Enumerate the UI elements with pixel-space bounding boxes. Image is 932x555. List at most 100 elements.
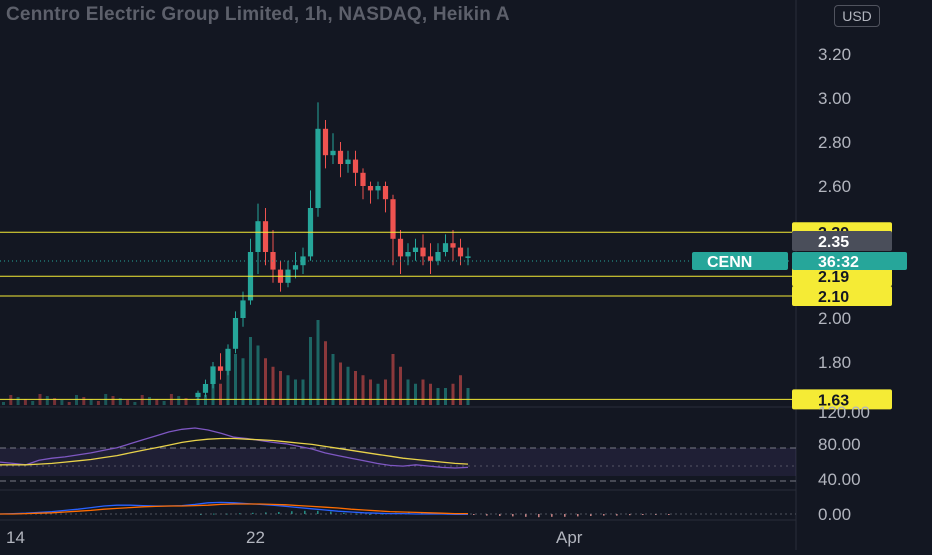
macd-histogram-bar (538, 514, 540, 518)
candle-body (382, 186, 389, 200)
macd-histogram-bar (577, 514, 579, 517)
volume-bar (196, 398, 200, 405)
candle-body (435, 252, 441, 261)
current-price-label-bg (792, 231, 892, 251)
volume-bar (75, 395, 78, 405)
volume-bar (376, 383, 380, 405)
volume-bar (126, 400, 130, 405)
macd-histogram-bar (564, 514, 566, 517)
volume-bar (271, 366, 275, 405)
volume-bar (234, 354, 237, 405)
candle-body (202, 384, 209, 393)
volume-bar (399, 366, 402, 405)
candle-body (322, 128, 329, 156)
candle-body (412, 247, 419, 252)
candle-body (240, 300, 246, 318)
price-tick-label: 1.80 (818, 353, 851, 372)
rsi-tick-label: 40.00 (818, 470, 861, 489)
countdown-label: 36:32 (818, 254, 859, 271)
volume-layer (2, 320, 470, 405)
candle-body (375, 186, 381, 191)
volume-bar (249, 337, 252, 405)
candle-body (262, 221, 269, 252)
macd-histogram-bar (265, 512, 267, 514)
time-axis[interactable]: 14 22 Apr (6, 528, 583, 547)
candle-body (427, 256, 434, 261)
volume-bar (60, 400, 64, 405)
macd-histogram-bar (213, 513, 215, 515)
volume-bar (444, 388, 447, 405)
price-level-label-bg (792, 286, 892, 306)
volume-bar (184, 398, 188, 405)
rsi-tick-label: 80.00 (818, 435, 861, 454)
price-level-label-bg (792, 266, 892, 287)
volume-bar (111, 396, 115, 405)
volume-bar (369, 379, 372, 405)
candle-body (232, 318, 239, 349)
volume-bar (53, 398, 57, 405)
volume-bar (286, 375, 290, 405)
volume-bar (155, 399, 159, 405)
macd-pane (0, 501, 796, 518)
rsi-ma-line (0, 437, 469, 466)
volume-bar (148, 397, 151, 405)
price-tick-label: 2.00 (818, 309, 851, 328)
price-tick-label: 2.60 (818, 177, 851, 196)
rsi-band (0, 448, 796, 476)
candle-body (315, 128, 321, 208)
volume-bar (451, 383, 455, 405)
time-tick-label: 14 (6, 528, 25, 547)
symbol-label-bg (692, 252, 788, 270)
macd-signal-line (0, 503, 468, 515)
volume-bar (177, 396, 181, 405)
current-price-label: 2.35 (818, 234, 849, 251)
volume-bar (211, 379, 215, 405)
candle-body (405, 252, 411, 257)
volume-bar (324, 341, 327, 405)
price-level-label: 1.63 (818, 392, 849, 409)
macd-histogram-bar (590, 514, 592, 516)
volume-bar (16, 397, 20, 405)
macd-histogram-bar (603, 514, 605, 516)
volume-bar (9, 395, 13, 405)
macd-histogram-bar (629, 514, 631, 516)
volume-bar (241, 358, 245, 405)
macd-histogram-bar (512, 514, 514, 517)
candle-body (337, 150, 344, 164)
volume-bar (2, 402, 5, 405)
time-tick-label: Apr (556, 528, 583, 547)
symbol-label: CENN (707, 254, 752, 271)
rsi-tick-label: 120.00 (818, 403, 870, 422)
time-tick-label: 22 (246, 528, 265, 547)
candle-body (210, 366, 216, 384)
volume-bar (67, 402, 71, 405)
volume-bar (406, 379, 410, 405)
candle-body (352, 159, 359, 173)
price-level-label-bg (792, 389, 892, 410)
macd-line (0, 501, 468, 516)
price-axis[interactable]: 2.392.192.101.632.35CENN36:323.203.002.8… (692, 45, 907, 524)
price-tick-label: 3.20 (818, 45, 851, 64)
volume-bar (140, 395, 144, 405)
volume-bar (459, 375, 462, 405)
volume-bar (331, 354, 335, 405)
macd-histogram-bar (642, 514, 644, 515)
macd-histogram-bar (525, 514, 527, 517)
macd-histogram-bar (473, 514, 475, 515)
candle-body (330, 150, 336, 156)
chart-title: Cenntro Electric Group Limited, 1h, NASD… (6, 4, 510, 25)
volume-bar (354, 371, 357, 405)
currency-button[interactable]: USD (834, 5, 880, 27)
rsi-pane (0, 427, 796, 482)
volume-bar (294, 379, 297, 405)
macd-histogram-bar (486, 514, 488, 516)
macd-histogram-bar (551, 514, 553, 517)
volume-bar (384, 379, 387, 405)
candle-body (420, 247, 426, 257)
volume-bar (391, 354, 395, 405)
price-tick-label: 3.00 (818, 89, 851, 108)
candle-body (465, 256, 471, 258)
macd-histogram-bar (239, 513, 241, 515)
